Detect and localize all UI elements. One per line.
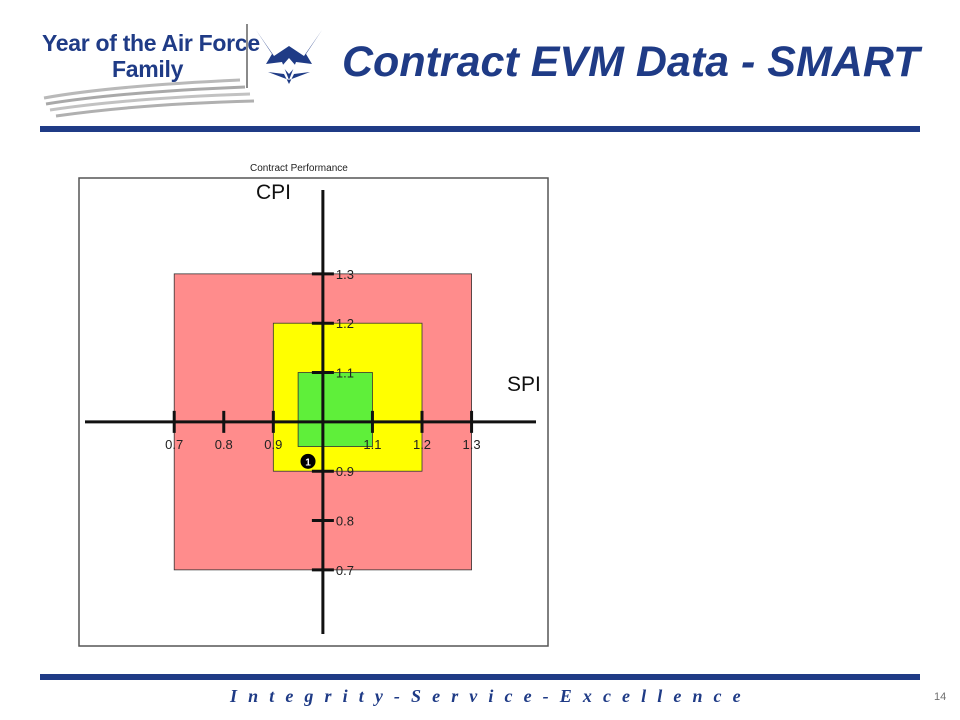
logo-text-line1: Year of the Air Force [42,30,260,56]
y-tick-label: 0.8 [336,514,354,529]
y-tick-label: 1.1 [336,366,354,381]
chart-title: Contract Performance [250,163,348,174]
logo-divider [246,24,248,88]
year-of-air-force-family-logo: Year of the Air Force Family [28,16,260,120]
footer-motto: I n t e g r i t y - S e r v i c e - E x … [230,686,744,706]
footer-rule [40,674,920,680]
data-point-marker [300,453,316,469]
air-force-symbol-icon [256,30,322,84]
x-tick-label: 1.1 [363,437,381,452]
x-tick-label: 0.8 [215,437,233,452]
page-title: Contract EVM Data - SMART [342,38,920,86]
data-point-label: 1 [305,457,311,468]
x-axis-label: SPI [507,373,541,396]
x-tick-label: 1.2 [413,437,431,452]
y-tick-label: 0.9 [336,464,354,479]
header-rule [40,126,920,132]
y-axis-label: CPI [256,181,291,204]
y-tick-label: 1.2 [336,316,354,331]
x-tick-label: 1.3 [463,437,481,452]
zone-green [297,372,373,447]
y-tick-label: 0.7 [336,563,354,578]
logo-swoosh-icon [43,78,255,118]
x-tick-label: 0.7 [165,437,183,452]
logo-text-line2: Family [112,56,184,82]
x-tick-label: 0.9 [264,437,282,452]
data-point: 1 [300,453,316,469]
page-number: 14 [934,691,947,703]
y-tick-label: 1.3 [336,267,354,282]
